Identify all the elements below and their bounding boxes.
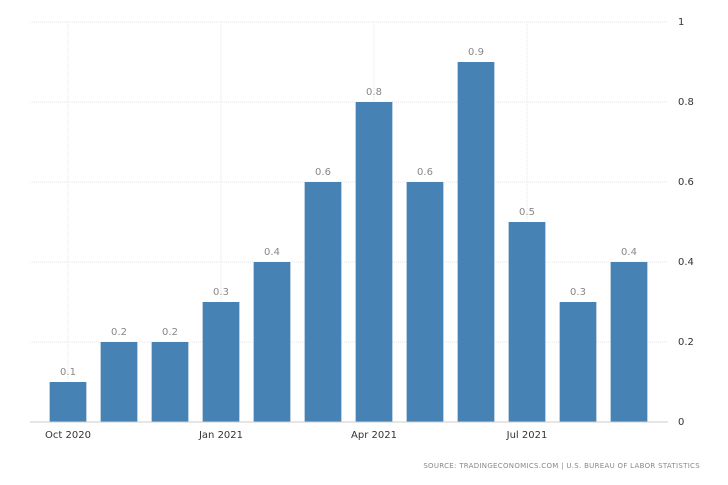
bar bbox=[100, 342, 138, 422]
bar bbox=[457, 62, 495, 422]
x-tick-label: Jan 2021 bbox=[198, 430, 243, 441]
value-label: 0.3 bbox=[570, 287, 586, 298]
source: SOURCE: TRADINGECONOMICS.COM | U.S. BURE… bbox=[423, 462, 700, 470]
bar bbox=[508, 222, 546, 422]
y-tick-label: 0 bbox=[678, 417, 684, 428]
bar bbox=[49, 382, 87, 422]
value-label: 0.5 bbox=[519, 207, 535, 218]
bar bbox=[406, 182, 444, 422]
bar bbox=[304, 182, 342, 422]
value-label: 0.3 bbox=[213, 287, 229, 298]
value-label: 0.4 bbox=[264, 247, 280, 258]
y-tick-label: 1 bbox=[678, 17, 684, 28]
y-tick-label: 0.4 bbox=[678, 257, 694, 268]
value-label: 0.6 bbox=[315, 167, 331, 178]
value-label: 0.2 bbox=[111, 327, 127, 338]
value-label: 0.8 bbox=[366, 87, 382, 98]
y-tick-label: 0.8 bbox=[678, 97, 694, 108]
bar bbox=[355, 102, 393, 422]
value-label: 0.9 bbox=[468, 47, 484, 58]
value-label: 0.6 bbox=[417, 167, 433, 178]
value-label: 0.4 bbox=[621, 247, 637, 258]
bar bbox=[610, 262, 648, 422]
x-tick-label: Apr 2021 bbox=[351, 430, 397, 441]
x-tick-label: Oct 2020 bbox=[45, 430, 91, 441]
x-tick-label: Jul 2021 bbox=[506, 430, 548, 441]
bar bbox=[151, 342, 189, 422]
value-label: 0.1 bbox=[60, 367, 76, 378]
value-label: 0.2 bbox=[162, 327, 178, 338]
y-tick-label: 0.6 bbox=[678, 177, 694, 188]
bar bbox=[202, 302, 240, 422]
bar bbox=[559, 302, 597, 422]
y-tick-label: 0.2 bbox=[678, 337, 694, 348]
bar bbox=[253, 262, 291, 422]
